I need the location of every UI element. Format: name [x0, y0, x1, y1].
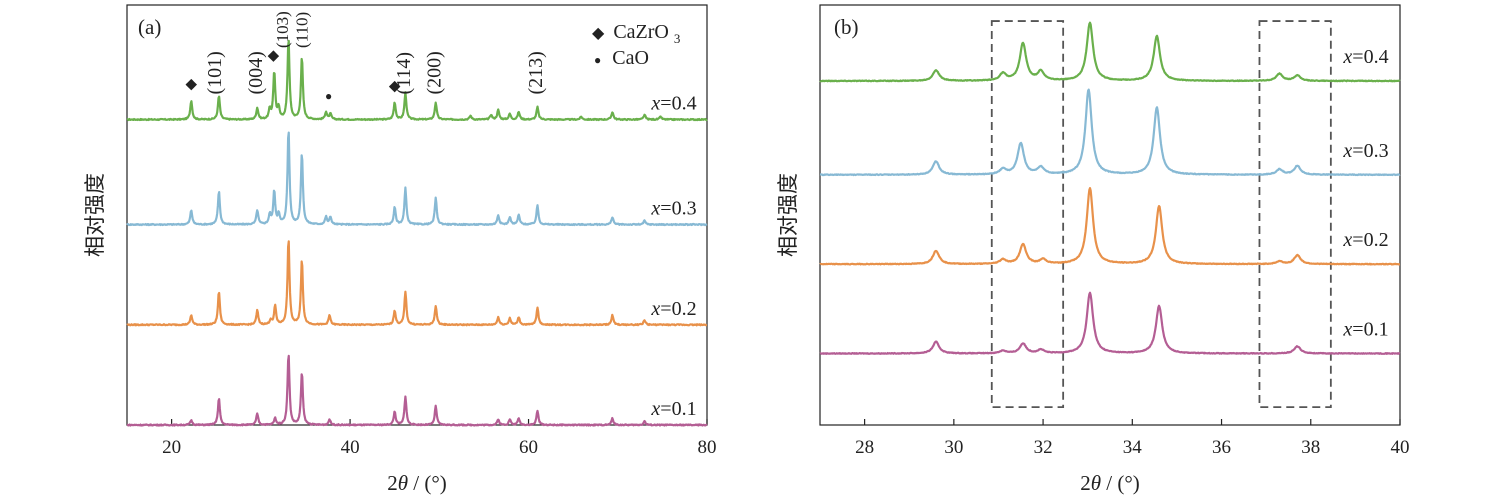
- series-label: x=0.2: [1342, 229, 1388, 251]
- panel-b-y-axis-label: 相对强度: [776, 173, 800, 257]
- x-tick-label: 40: [341, 437, 360, 458]
- panel-a-y-axis-label: 相对强度: [83, 173, 107, 257]
- panel-a-phase-markers: ◆ ◆ ◆ ●: [185, 48, 400, 103]
- series-line: [819, 187, 1401, 266]
- x-tick-label: 34: [1123, 437, 1143, 458]
- panel-b-dashed-boxes: [990, 20, 1332, 409]
- x-tick-label: 28: [855, 437, 874, 458]
- series-label: x=0.1: [1342, 319, 1388, 341]
- legend-label-cao: CaO: [612, 47, 649, 69]
- panel-a-series: [126, 39, 708, 427]
- peak-index-label: (103): [273, 11, 292, 48]
- x-tick-label: 20: [162, 437, 181, 458]
- cao-phase-marker: ●: [325, 89, 332, 103]
- cazro3-phase-marker: ◆: [185, 76, 197, 92]
- x-tick-label: 30: [944, 437, 963, 458]
- series-line: [126, 131, 708, 227]
- series-label: x=0.3: [1342, 140, 1388, 162]
- series-line: [819, 21, 1401, 83]
- legend-marker-circle: ●: [594, 53, 601, 67]
- panel-a-legend: ◆ CaZrO 3 ● CaO: [592, 21, 680, 69]
- legend-item-cao: ● CaO: [594, 47, 649, 69]
- series-line: [126, 39, 708, 122]
- series-line: [819, 88, 1401, 177]
- highlight-dashed-box: [990, 20, 1065, 409]
- panel-a: 20 40 60 80 x=0.4 x=0.3 x=0.2 x=0.1 (101) (004)…: [83, 4, 717, 495]
- panel-b-series-labels: x=0.4 x=0.3 x=0.2 x=0.1: [1342, 46, 1388, 341]
- series-line: [819, 291, 1401, 355]
- panel-b: 28 30 32 34 36 38 40 x=0.4x=0.3x=0.2x=0.1 (b) …: [776, 4, 1410, 495]
- series-line: [126, 240, 708, 327]
- panel-b-x-axis-label: 2θ / (°): [1080, 471, 1140, 495]
- series-label: x=0.2: [650, 298, 696, 320]
- series-label: x=0.3: [650, 198, 696, 220]
- series-label: x=0.1: [650, 398, 696, 420]
- highlight-dashed-box: [1258, 20, 1332, 409]
- cazro3-phase-marker: ◆: [268, 48, 280, 64]
- panel-b-x-ticks: 28 30 32 34 36 38 40: [855, 419, 1410, 458]
- x-tick-label: 38: [1301, 437, 1320, 458]
- x-tick-label: 36: [1212, 437, 1231, 458]
- panel-b-series: [819, 21, 1401, 355]
- panel-a-annotations: (101) (004) (103) (110) (114) (200) (213): [204, 11, 547, 94]
- peak-index-label: (110): [293, 12, 312, 48]
- series-line: [126, 354, 708, 427]
- x-tick-label: 40: [1391, 437, 1410, 458]
- panel-a-label: (a): [138, 15, 161, 39]
- panel-a-x-axis-label: 2θ / (°): [387, 471, 447, 495]
- legend-marker-diamond: ◆: [592, 25, 605, 42]
- x-tick-label: 32: [1034, 437, 1053, 458]
- legend-item-cazro3: ◆ CaZrO 3: [592, 21, 680, 46]
- peak-index-label: (114): [393, 52, 415, 95]
- peak-index-label: (213): [525, 51, 547, 94]
- cazro3-phase-marker: ◆: [389, 78, 401, 94]
- panel-b-label: (b): [834, 15, 859, 39]
- x-tick-label: 60: [519, 437, 538, 458]
- x-tick-label: 80: [698, 437, 717, 458]
- legend-subscript: 3: [674, 31, 681, 46]
- panel-b-frame: [819, 4, 1401, 426]
- series-label: x=0.4: [650, 93, 696, 115]
- peak-index-label: (200): [423, 51, 445, 94]
- peak-index-label: (004): [245, 51, 267, 94]
- panel-a-x-ticks: 20 40 60 80: [162, 419, 717, 458]
- peak-index-label: (101): [204, 51, 226, 94]
- panel-a-series-labels: x=0.4 x=0.3 x=0.2 x=0.1: [650, 93, 696, 420]
- legend-label-cazro3: CaZrO: [613, 21, 669, 43]
- series-label: x=0.4: [1342, 46, 1388, 68]
